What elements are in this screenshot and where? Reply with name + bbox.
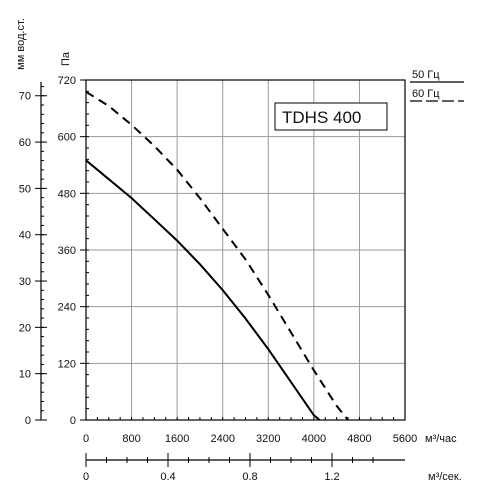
secondary-y-tick-label: 30 [19,276,31,288]
secondary-y-tick-label: 10 [19,369,31,381]
x-tick-label: 4000 [302,433,326,445]
legend-label: 50 Гц [412,69,440,81]
labels: 0 800 1600 2400 3200 4000 4800 5600012024036048… [15,18,464,483]
x-tick-label: 0 [83,433,89,445]
x-axis-label: м³/час [425,433,457,445]
secondary-y-tick-label: 20 [19,322,31,334]
secondary-x-tick-label: 0.4 [160,471,175,483]
y-tick-label: 360 [58,245,76,257]
y-tick-label: 720 [58,75,76,87]
series-line-2 [85,90,349,421]
x-tick-label: 5600 [393,433,417,445]
x-tick-label: 800 [122,433,140,445]
secondary-y-tick-label: 60 [19,137,31,149]
y-axis-label: Па [60,51,72,66]
series [85,90,349,421]
secondary-y-tick-label: 70 [19,91,31,103]
y-tick-label: 600 [58,132,76,144]
secondary-y-tick-label: 0 [25,415,31,427]
secondary-x-tick-label: 0.8 [242,471,257,483]
title-box [274,102,388,131]
y-tick-label: 0 [70,415,76,427]
secondary-y-tick-label: 40 [19,230,31,242]
y-tick-label: 240 [58,302,76,314]
x-tick-label: 4800 [347,433,371,445]
secondary-y-tick-label: 50 [19,183,31,195]
y-tick-label: 480 [58,188,76,200]
x-tick-label: 3200 [256,433,280,445]
secondary-y-label: мм вод.ст. [15,18,27,70]
x-tick-label: 2400 [210,433,234,445]
secondary-x-label: м³/сек. [428,471,462,483]
grid [86,80,405,420]
legend-label: 60 Гц [412,88,440,100]
secondary-x-tick-label: 1.2 [324,471,339,483]
x-tick-label: 1600 [165,433,189,445]
axes [35,79,406,467]
secondary-x-tick-label: 0 [83,471,89,483]
y-tick-label: 120 [58,358,76,370]
series-line-1 [85,159,321,421]
chart-title: TDHS 400 [282,108,361,127]
